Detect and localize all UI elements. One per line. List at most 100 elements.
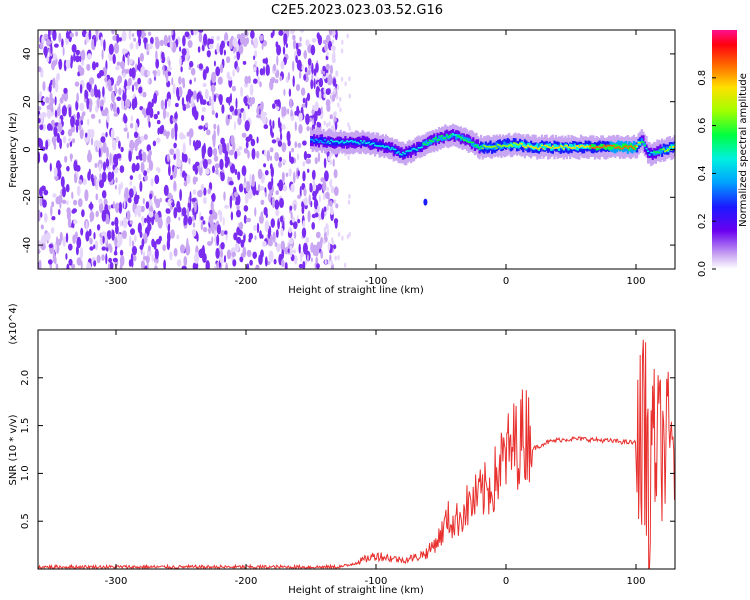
spectrogram-noise-cell — [154, 212, 158, 220]
spectrogram-noise-cell — [250, 30, 255, 39]
spectrogram-noise-cell — [141, 32, 147, 37]
spectrogram-track-cell — [314, 139, 317, 144]
spectrogram-noise-cell — [329, 152, 332, 158]
spectrogram-noise-cell — [325, 72, 329, 78]
spectrogram-noise-cell — [229, 105, 235, 113]
spectrogram-noise-cell — [323, 93, 326, 99]
spectrogram-noise-cell — [116, 61, 121, 66]
spectrogram-noise-cell — [156, 69, 161, 77]
spectrogram-track-cell — [400, 147, 403, 158]
spectrogram-noise-cell — [259, 185, 265, 191]
spectrogram-noise-cell — [146, 51, 150, 56]
spectrogram-noise-cell — [228, 180, 234, 186]
spectrogram-track-cell — [383, 144, 386, 149]
spectrogram-noise-cell — [311, 38, 317, 43]
spectrogram-noise-cell — [311, 73, 314, 80]
spectrogram-noise-cell — [217, 76, 223, 85]
spectrogram-noise-cell — [191, 215, 195, 222]
spectrogram-noise-cell — [64, 155, 68, 163]
spectrogram-track-cell — [355, 141, 358, 144]
spectrogram-noise-cell — [114, 203, 120, 211]
spectrogram-track-cell — [483, 143, 486, 154]
spectrogram-noise-cell — [233, 232, 238, 241]
spectrogram-track-cell — [437, 139, 441, 141]
spectrogram-track-cell — [539, 143, 542, 148]
spectrogram-noise-cell — [334, 111, 337, 117]
spectrogram-noise-cell — [71, 209, 76, 214]
spectrogram-noise-cell — [96, 224, 101, 231]
spectrogram-noise-cell — [104, 77, 108, 83]
spectrogram-noise-cell — [303, 74, 307, 81]
spectrogram-noise-cell — [245, 217, 252, 223]
spectrogram-track-cell — [311, 139, 314, 141]
spectrogram-noise-cell — [123, 115, 128, 124]
spectrogram-noise-cell — [236, 209, 241, 218]
spectrogram-noise-cell — [302, 140, 307, 146]
spectrogram-track-cell — [612, 145, 615, 147]
spectrogram-noise-cell — [131, 67, 136, 79]
spectrogram-track-cell — [484, 145, 487, 148]
spectrogram-noise-cell — [115, 136, 120, 143]
spectrogram-track-cell — [614, 147, 617, 149]
spectrogram-noise-cell — [81, 209, 85, 218]
spectrogram-track-cell — [430, 140, 433, 145]
spectrogram-track-cell — [394, 149, 397, 155]
spectrogram-noise-cell — [124, 49, 128, 54]
spectrogram-track-cell — [634, 144, 637, 147]
spectrogram-track-cell — [506, 143, 509, 148]
spectrogram-track-cell — [553, 143, 556, 149]
spectrogram-noise-cell — [98, 163, 102, 172]
spectrogram-track-cell — [320, 137, 324, 142]
spectrogram-noise-cell — [280, 227, 284, 237]
spectrogram-noise-cell — [115, 65, 120, 71]
spectrogram-noise-cell — [302, 220, 306, 228]
spectrogram-track-cell — [664, 150, 667, 152]
spectrogram-noise-cell — [162, 64, 165, 76]
spectrogram-noise-cell — [314, 244, 320, 257]
spectrogram-noise-cell — [337, 255, 340, 261]
spectrogram-track-cell — [647, 150, 650, 152]
spectrogram-track-cell — [645, 147, 648, 150]
spectrogram-track-cell — [470, 141, 473, 144]
spectrogram-noise-cell — [107, 171, 113, 183]
x-tick-label: 100 — [626, 276, 645, 287]
spectrogram-noise-cell — [261, 42, 264, 50]
spectrogram-noise-cell — [331, 39, 334, 45]
spectrogram-noise-cell — [142, 151, 147, 163]
spectrogram-noise-cell — [346, 234, 350, 240]
spectrogram-track-cell — [506, 145, 509, 148]
spectrogram-track-cell — [603, 144, 606, 147]
spectrogram-noise-cell — [101, 231, 107, 236]
spectrogram-track-cell — [671, 146, 675, 148]
spectrogram-noise-cell — [167, 71, 172, 77]
spectrogram-noise-cell — [176, 86, 180, 98]
spectrogram-noise-cell — [175, 148, 181, 160]
spectrogram-noise-cell — [313, 78, 316, 90]
spectrogram-track-cell — [657, 151, 661, 154]
spectrogram-track-cell — [615, 146, 618, 149]
spectrogram-noise-cell — [107, 205, 111, 210]
spectrogram-noise-cell — [84, 90, 89, 100]
spectrogram-noise-cell — [192, 222, 196, 228]
spectrogram-track-cell — [522, 142, 525, 147]
spectrogram-noise-cell — [187, 216, 193, 226]
spectrogram-track-cell — [392, 148, 395, 150]
spectrogram-noise-cell — [160, 99, 165, 110]
spectrogram-noise-cell — [233, 191, 239, 198]
spectrogram-noise-cell — [324, 259, 327, 265]
spectrogram-noise-cell — [107, 79, 112, 88]
spectrogram-noise-cell — [62, 186, 66, 198]
spectrogram-noise-cell — [99, 172, 102, 181]
spectrogram-noise-cell — [175, 102, 179, 108]
spectrogram-noise-cell — [148, 160, 154, 171]
spectrogram-noise-cell — [119, 262, 123, 269]
spectrogram-track-cell — [436, 132, 439, 143]
spectrogram-track-cell — [562, 148, 565, 150]
spectrogram-track-cell — [416, 149, 419, 151]
spectrogram-noise-cell — [327, 241, 331, 252]
spectrogram-track-cell — [547, 146, 550, 148]
spectrogram-noise-cell — [258, 35, 264, 41]
spectrogram-track-cell — [517, 144, 520, 146]
spectrogram-noise-cell — [173, 142, 177, 149]
spectrogram-noise-cell — [311, 222, 316, 230]
